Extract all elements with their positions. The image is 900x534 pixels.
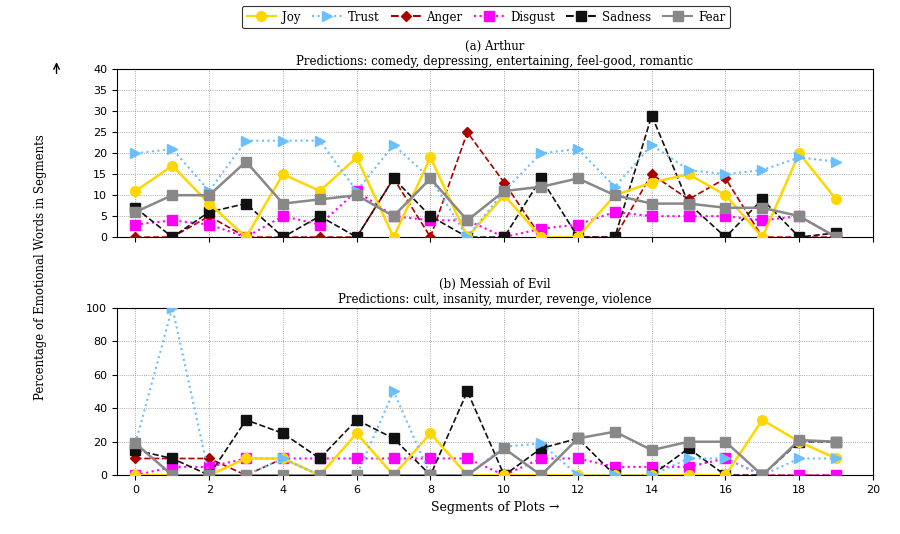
- Legend: Joy, Trust, Anger, Disgust, Sadness, Fear: Joy, Trust, Anger, Disgust, Sadness, Fea…: [242, 6, 730, 28]
- Title: (a) Arthur
Predictions: comedy, depressing, entertaining, feel-good, romantic: (a) Arthur Predictions: comedy, depressi…: [296, 40, 694, 68]
- X-axis label: Segments of Plots →: Segments of Plots →: [431, 500, 559, 514]
- Title: (b) Messiah of Evil
Predictions: cult, insanity, murder, revenge, violence: (b) Messiah of Evil Predictions: cult, i…: [338, 278, 652, 307]
- Text: Percentage of Emotional Words in Segments: Percentage of Emotional Words in Segment…: [34, 134, 47, 400]
